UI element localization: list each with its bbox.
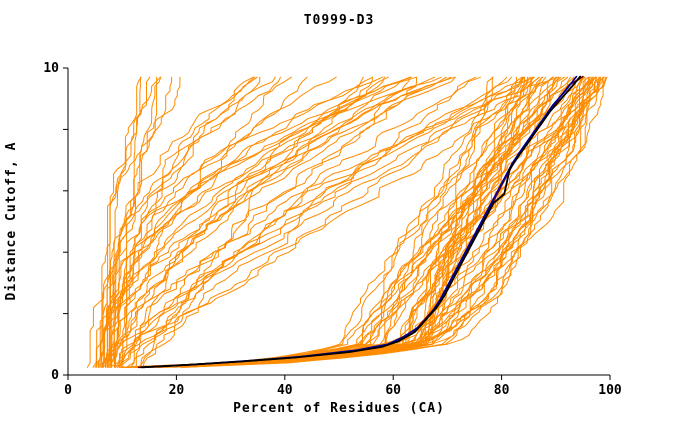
background-model-curve [122,76,558,368]
background-model-curve [152,76,575,368]
background-model-curve [120,76,456,368]
background-model-curve [97,76,383,368]
background-model-curve [162,76,575,368]
background-model-curve [150,76,589,368]
background-model-curve [132,76,581,368]
x-tick-label: 0 [64,383,72,398]
background-model-curve [106,76,337,368]
background-model-curve [97,76,181,368]
background-model-curve [113,76,412,368]
background-model-curve [186,76,544,368]
background-model-curve [163,76,584,368]
background-model-curve [142,76,477,368]
background-model-curve [120,76,523,368]
background-model-curve [129,76,559,368]
background-model-curve [126,76,565,368]
background-model-curve [133,76,554,368]
background-model-curve [164,76,535,368]
y-tick-label: 0 [51,368,59,383]
background-model-curve [116,76,541,368]
background-model-curve [146,76,529,368]
background-model-curve [99,76,385,368]
x-tick-label: 40 [277,383,293,398]
y-tick-label: 10 [43,61,59,76]
background-model-curve [104,76,417,368]
background-model-curve [123,76,568,368]
x-tick-label: 20 [169,383,185,398]
background-model-curve [114,76,447,368]
background-model-curve [135,76,534,368]
background-model-curve [118,76,373,368]
background-model-curve [111,76,452,368]
chart-title: T0999-D3 [304,13,375,28]
background-model-curve [133,76,604,368]
background-model-curve [161,76,583,368]
background-model-curve [181,76,605,368]
background-model-curve [117,76,553,368]
background-model-curve [157,76,604,368]
background-model-curve [109,76,151,368]
background-model-curve [119,76,526,368]
background-model-curve [119,76,525,368]
x-tick-label: 100 [598,383,622,398]
background-model-curve [108,76,254,368]
background-model-curve [114,76,256,368]
background-model-curve [125,76,373,368]
x-axis-label: Percent of Residues (CA) [233,401,445,416]
background-model-curve [180,76,518,368]
background-model-curve [149,76,601,368]
background-model-curve [128,76,607,368]
background-model-curve [138,76,512,368]
x-tick-label: 60 [385,383,401,398]
background-model-curve [108,76,308,368]
background-model-curve [109,76,524,368]
x-tick-label: 80 [494,383,510,398]
background-model-curve [127,76,593,368]
background-model-curve [130,76,493,368]
background-model-curve [155,76,589,368]
background-model-curve [157,76,601,368]
background-model-curve [115,76,411,368]
background-model-curve [105,76,142,368]
background-model-curve [105,76,389,368]
background-model-curve [102,76,261,368]
model-black-curve [140,75,582,369]
y-axis-label: Distance Cutoff, A [4,142,19,301]
